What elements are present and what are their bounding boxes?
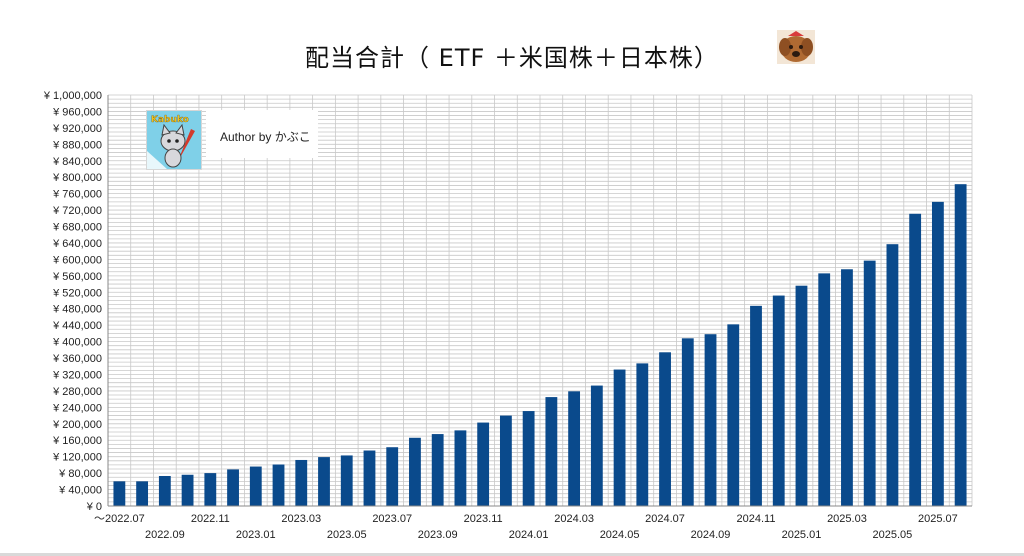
bar-2022.09: [158, 475, 171, 506]
bar-2022.12: [227, 469, 239, 506]
bar-2024.06: [636, 363, 649, 506]
author-label: Author by かぶこ: [220, 130, 311, 144]
y-tick-label: ¥ 360,000: [52, 353, 102, 365]
x-tick-label: 2023.03: [281, 513, 321, 525]
x-tick-label: 2025.01: [782, 529, 822, 541]
x-tick-label: 2025.03: [827, 513, 867, 525]
kabuko-logo: Kabuko: [146, 110, 202, 170]
chart-title: 配当合計（ ETF ＋米国株＋日本株）: [305, 44, 719, 72]
x-tick-label: 2023.01: [236, 529, 276, 541]
x-tick-label: 2022.11: [191, 513, 230, 525]
bar-2024.04: [590, 385, 603, 506]
y-tick-label: ¥ 80,000: [58, 468, 102, 480]
bar-2022.10: [181, 474, 194, 506]
x-tick-label: 2025.07: [918, 513, 958, 525]
bar-2023.01: [249, 466, 262, 506]
x-tick-label: 2023.07: [372, 513, 412, 525]
bar-2025.04: [863, 260, 876, 506]
y-tick-label: ¥ 640,000: [52, 238, 102, 250]
x-tick-label: 2022.09: [145, 529, 185, 541]
y-tick-label: ¥ 960,000: [52, 106, 102, 118]
y-tick-label: ¥ 760,000: [52, 189, 102, 201]
bar-2025.08: [954, 184, 967, 506]
y-tick-label: ¥ 560,000: [52, 271, 102, 283]
x-tick-label: 2023.09: [418, 529, 458, 541]
y-tick-label: ¥ 440,000: [52, 320, 102, 332]
bottom-divider: [0, 553, 1024, 556]
bar-2024.10: [727, 324, 740, 506]
x-tick-label: 2024.11: [737, 513, 776, 525]
x-tick-label: ～2022.07: [94, 513, 145, 525]
y-tick-label: ¥ 840,000: [52, 156, 102, 168]
y-tick-label: ¥ 600,000: [52, 254, 102, 266]
y-tick-label: ¥ 120,000: [52, 452, 102, 464]
bar-2025.05: [886, 244, 899, 506]
y-tick-label: ¥ 680,000: [52, 222, 102, 234]
bar-2023.02: [272, 464, 285, 506]
x-tick-label: 2023.05: [327, 529, 367, 541]
bar-2024.09: [704, 334, 717, 506]
bar-～2022.07: [113, 481, 126, 506]
x-tick-label: 2024.01: [509, 529, 549, 541]
x-tick-label: 2024.09: [691, 529, 731, 541]
y-tick-label: ¥ 1,000,000: [43, 90, 102, 102]
bar-2023.09: [431, 434, 444, 506]
bar-2025.01: [795, 285, 808, 506]
bar-2023.04: [318, 457, 330, 506]
dog-avatar-icon: [777, 30, 815, 64]
y-tick-label: ¥ 40,000: [58, 485, 102, 497]
x-tick-label: 2025.05: [873, 529, 913, 541]
y-tick-label: ¥ 280,000: [52, 386, 102, 398]
bar-2024.12: [772, 295, 785, 506]
y-tick-label: ¥ 920,000: [52, 123, 102, 135]
bar-2024.07: [659, 352, 671, 506]
bar-2024.02: [545, 397, 558, 506]
cat-mascot-icon: Kabuko: [147, 111, 201, 169]
y-tick-label: ¥ 400,000: [52, 337, 102, 349]
bar-2022.11: [204, 473, 217, 506]
author-credit: Author by かぶこ: [206, 110, 318, 158]
y-tick-label: ¥ 480,000: [52, 304, 102, 316]
bar-2023.03: [295, 459, 308, 506]
bar-2023.12: [499, 415, 512, 506]
x-tick-label: 2024.07: [645, 513, 685, 525]
x-tick-label: 2023.11: [464, 513, 503, 525]
y-tick-label: ¥ 800,000: [52, 172, 102, 184]
y-tick-label: ¥ 200,000: [52, 419, 102, 431]
bar-2022.08: [136, 481, 149, 506]
y-tick-label: ¥ 320,000: [52, 369, 102, 381]
bar-2025.02: [818, 273, 831, 506]
bar-2023.05: [340, 455, 353, 506]
logo-text: Kabuko: [151, 115, 189, 125]
bar-2023.10: [454, 430, 467, 506]
bar-2025.06: [909, 213, 922, 507]
bars: [113, 184, 967, 507]
y-tick-label: ¥ 240,000: [52, 402, 102, 414]
bar-2024.01: [522, 411, 535, 506]
bar-2024.03: [568, 391, 581, 506]
y-tick-label: ¥ 720,000: [52, 205, 102, 217]
bar-2024.05: [613, 369, 626, 506]
bar-2023.06: [363, 450, 376, 506]
bar-2024.11: [750, 305, 762, 506]
bar-2023.11: [477, 422, 490, 506]
y-tick-label: ¥ 160,000: [52, 435, 102, 447]
y-axis-ticks: ¥ 0 ¥ 40,000 ¥ 80,000 ¥ 120,000 ¥ 160,000 ¥ 2…: [43, 90, 102, 513]
bar-2025.03: [841, 269, 853, 506]
x-tick-label: 2024.05: [600, 529, 640, 541]
y-tick-label: ¥ 0: [86, 501, 102, 513]
bar-2024.08: [681, 338, 694, 506]
bar-2023.08: [409, 437, 421, 506]
y-tick-label: ¥ 520,000: [52, 287, 102, 299]
bar-2025.07: [931, 201, 944, 507]
y-tick-label: ¥ 880,000: [52, 139, 102, 151]
bar-2023.07: [386, 447, 399, 506]
x-tick-label: 2024.03: [554, 513, 594, 525]
